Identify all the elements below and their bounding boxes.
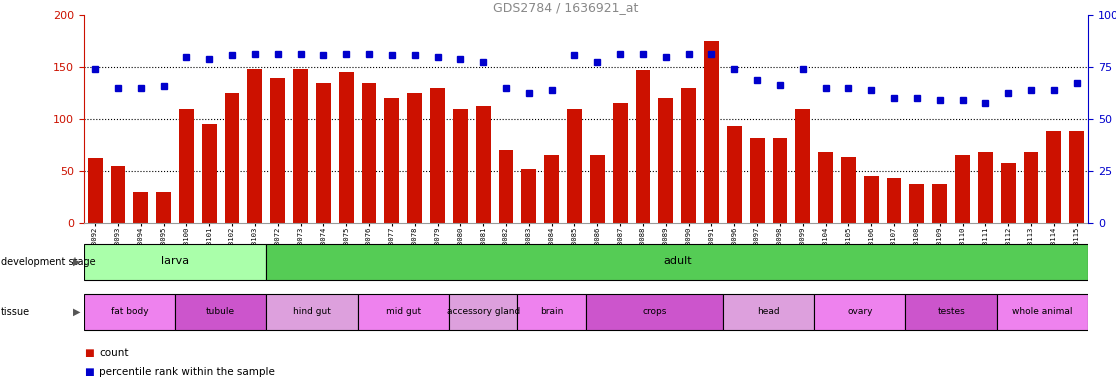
Bar [267,244,1088,280]
Bar [1069,131,1084,223]
Text: hind gut: hind gut [294,307,331,316]
Bar [1023,152,1039,223]
Bar [997,294,1088,330]
Bar [339,73,354,223]
Bar [750,138,764,223]
Bar [453,109,468,223]
Title: GDS2784 / 1636921_at: GDS2784 / 1636921_at [493,1,638,14]
Text: count: count [99,348,128,358]
Bar [723,294,815,330]
Bar [658,98,673,223]
Bar [267,294,357,330]
Bar [1001,162,1016,223]
Text: ▶: ▶ [73,257,80,267]
Bar [84,294,175,330]
Bar [202,124,217,223]
Text: whole animal: whole animal [1012,307,1072,316]
Bar [818,152,833,223]
Bar [521,169,537,223]
Bar [499,150,513,223]
Bar [475,106,491,223]
Bar [179,109,194,223]
Text: crops: crops [642,307,666,316]
Bar [224,93,240,223]
Bar [905,294,997,330]
Bar [407,93,422,223]
Bar [1047,131,1061,223]
Bar [815,294,905,330]
Bar [635,70,651,223]
Bar [567,109,581,223]
Bar [841,157,856,223]
Bar [430,88,445,223]
Bar [978,152,993,223]
Text: ovary: ovary [847,307,873,316]
Text: fat body: fat body [110,307,148,316]
Bar [772,138,788,223]
Bar [545,156,559,223]
Bar [886,178,902,223]
Bar [932,184,947,223]
Text: larva: larva [161,256,189,266]
Text: accessory gland: accessory gland [446,307,520,316]
Text: tissue: tissue [1,307,30,317]
Text: mid gut: mid gut [386,307,421,316]
Bar [613,104,627,223]
Bar [796,109,810,223]
Bar [590,156,605,223]
Bar [88,159,103,223]
Bar [449,294,518,330]
Text: ■: ■ [84,348,94,358]
Bar [518,294,586,330]
Bar [586,294,723,330]
Text: brain: brain [540,307,564,316]
Text: testes: testes [937,307,965,316]
Bar [704,41,719,223]
Bar [681,88,696,223]
Bar [248,69,262,223]
Bar [727,126,742,223]
Bar [357,294,449,330]
Bar [955,156,970,223]
Bar [84,244,267,280]
Text: head: head [757,307,780,316]
Text: tubule: tubule [206,307,235,316]
Bar [294,69,308,223]
Bar [175,294,267,330]
Bar [864,176,878,223]
Text: ▶: ▶ [73,307,80,317]
Bar [156,192,171,223]
Bar [110,166,125,223]
Text: ■: ■ [84,367,94,377]
Text: percentile rank within the sample: percentile rank within the sample [99,367,276,377]
Bar [384,98,400,223]
Bar [316,83,330,223]
Bar [362,83,376,223]
Text: adult: adult [663,256,692,266]
Bar [270,78,286,223]
Bar [133,192,148,223]
Bar [910,184,924,223]
Text: development stage: development stage [1,257,96,267]
